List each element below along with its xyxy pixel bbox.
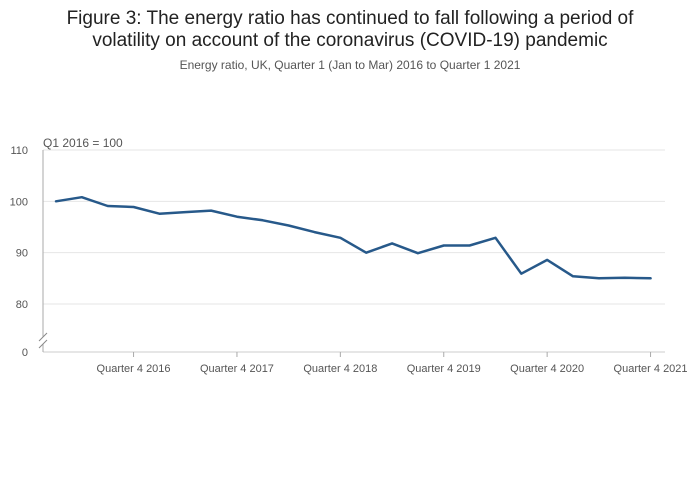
data-point[interactable] <box>441 243 446 248</box>
axis-break-mark-2 <box>38 339 48 349</box>
x-tick-label: Quarter 4 2016 <box>97 363 171 375</box>
y-tick-label-90: 90 <box>16 248 28 260</box>
x-tick-label: Quarter 4 2018 <box>303 363 377 375</box>
x-axis-ticks: Quarter 4 2016 Quarter 4 2017 Quarter 4 20… <box>97 352 688 375</box>
data-point[interactable] <box>209 208 214 213</box>
data-point[interactable] <box>260 218 265 223</box>
data-point[interactable] <box>312 230 317 235</box>
data-point[interactable] <box>364 250 369 255</box>
series-layer <box>54 195 653 281</box>
axes <box>38 150 665 353</box>
data-point[interactable] <box>622 275 627 280</box>
chart-subtitle: Energy ratio, UK, Quarter 1 (Jan to Mar)… <box>180 58 521 72</box>
data-point[interactable] <box>131 204 136 209</box>
series-line-0 <box>54 195 652 280</box>
data-point[interactable] <box>286 223 291 228</box>
x-tick-label: Quarter 4 2017 <box>200 363 274 375</box>
y-tick-label-80: 80 <box>16 299 28 311</box>
x-tick-label: Quarter 4 2019 <box>407 363 481 375</box>
gridlines <box>43 149 665 305</box>
data-point[interactable] <box>390 241 395 246</box>
data-point[interactable] <box>105 203 110 208</box>
unit-label: Q1 2016 = 100 <box>43 136 123 150</box>
x-tick-label: Quarter 4 2021 <box>614 363 688 375</box>
data-point[interactable] <box>545 257 550 262</box>
data-point[interactable] <box>54 199 59 204</box>
data-point[interactable] <box>338 235 343 240</box>
chart-title-line-1: Figure 3: The energy ratio has continued… <box>67 8 635 29</box>
x-tick-label: Quarter 4 2020 <box>510 363 584 375</box>
data-point[interactable] <box>79 195 84 200</box>
y-tick-label-100: 100 <box>10 196 28 208</box>
data-point[interactable] <box>596 276 601 281</box>
y-tick-label-110: 110 <box>10 145 28 157</box>
data-point[interactable] <box>493 235 498 240</box>
data-point[interactable] <box>648 276 653 281</box>
data-point[interactable] <box>183 210 188 215</box>
axis-break-mark-1 <box>38 332 48 342</box>
chart-title-line-2: volatility on account of the coronavirus… <box>92 30 607 51</box>
y-tick-label-zero: 0 <box>22 347 28 359</box>
data-point[interactable] <box>467 243 472 248</box>
data-point[interactable] <box>415 251 420 256</box>
data-point[interactable] <box>519 271 524 276</box>
data-point[interactable] <box>234 214 239 219</box>
y-axis-ticks: 80 90 100 110 0 <box>10 145 28 359</box>
data-point[interactable] <box>571 274 576 279</box>
data-point[interactable] <box>157 211 162 216</box>
